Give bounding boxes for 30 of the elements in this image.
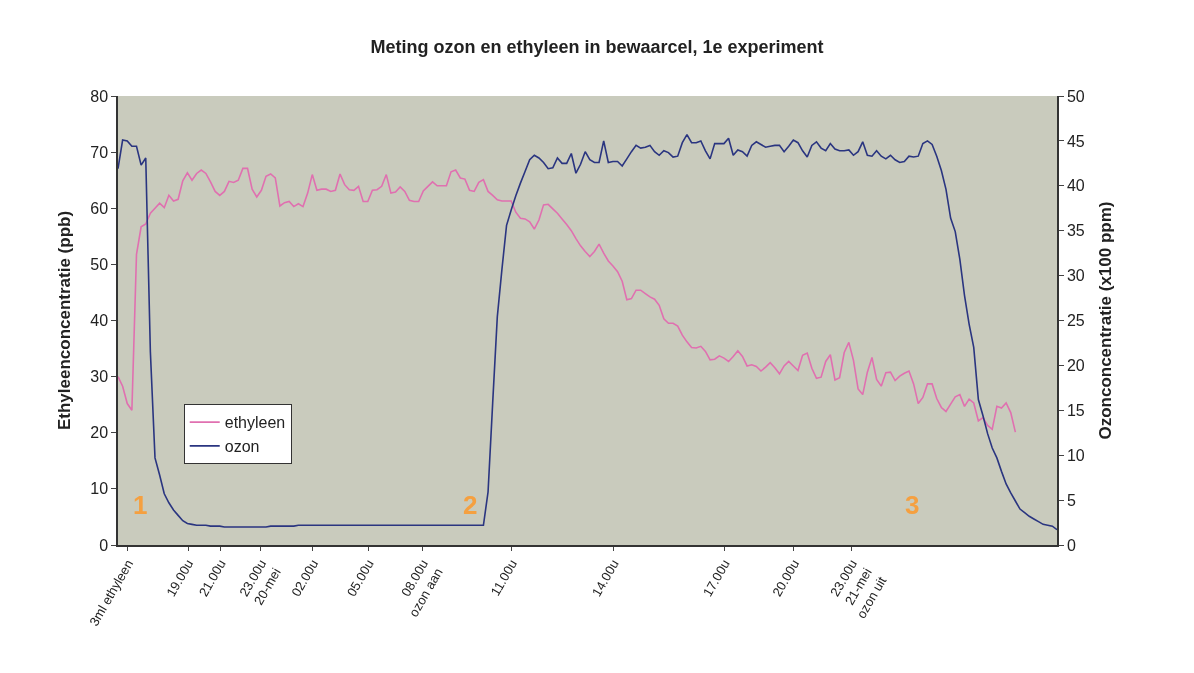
y2-tick-label: 50 [1066, 87, 1085, 105]
y2-tick-label: 40 [1066, 177, 1085, 195]
line-series [118, 167, 1017, 433]
y2-tick-label: 45 [1066, 132, 1085, 150]
y-axis-title: Ethyleenconcentratie (ppb) [55, 210, 75, 431]
y2-tick-label: 25 [1066, 312, 1085, 330]
legend-label: ozon [224, 438, 260, 456]
annotation: 1 [133, 490, 148, 520]
y2-tick-label: 10 [1066, 446, 1085, 464]
y2-tick-label: 35 [1066, 222, 1085, 240]
annotation: 3 [905, 490, 920, 520]
y-tick-label: 70 [90, 143, 109, 161]
y-tick-label: 50 [90, 255, 109, 273]
annotation: 2 [463, 490, 478, 520]
y-tick-label: 10 [90, 480, 109, 498]
line-series [118, 133, 1057, 531]
y-tick-label: 40 [90, 312, 109, 330]
y-tick-label: 20 [90, 424, 109, 442]
y-tick-label: 80 [90, 87, 109, 105]
y2-tick-label: 0 [1066, 536, 1076, 554]
y2-axis-title: Ozonconcentratie (x100 ppm) [1095, 201, 1115, 440]
y-tick-label: 30 [90, 368, 109, 386]
chart-title: Meting ozon en ethyleen in bewaarcel, 1e experiment [370, 37, 824, 58]
y2-tick-label: 20 [1066, 357, 1085, 374]
y2-tick-label: 15 [1066, 401, 1085, 419]
y2-tick-label: 30 [1066, 267, 1085, 285]
legend-label: ethyleen [224, 414, 286, 432]
y-tick-label: 0 [99, 536, 109, 554]
y2-tick-label: 5 [1066, 491, 1076, 509]
y-tick-label: 60 [90, 199, 109, 217]
